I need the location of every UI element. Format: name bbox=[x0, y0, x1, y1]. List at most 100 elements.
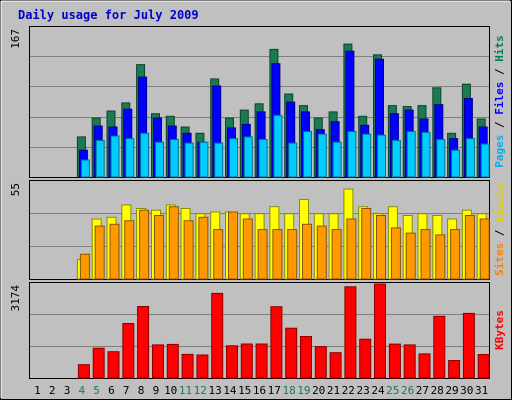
series-label-hits-files-pages: Pages / Files / Hits bbox=[493, 35, 506, 168]
bar-pages-day-29 bbox=[451, 149, 461, 178]
bar-kbytes-day-12 bbox=[196, 354, 209, 379]
bar-pages-day-17 bbox=[273, 114, 283, 178]
x-tick-label: 12 bbox=[194, 384, 207, 397]
bar-sites-day-21 bbox=[331, 229, 342, 280]
bar-sites-day-31 bbox=[479, 218, 490, 280]
series-label-part: / bbox=[493, 115, 506, 135]
series-label-part: Visits bbox=[493, 183, 506, 223]
bar-sites-day-22 bbox=[346, 218, 357, 280]
bar-pages-day-18 bbox=[288, 142, 298, 178]
series-label-part: Pages bbox=[493, 135, 506, 168]
y-max-label: 167 bbox=[9, 29, 22, 49]
series-label-kbytes: KBytes bbox=[493, 310, 506, 350]
bar-kbytes-day-22 bbox=[344, 286, 357, 379]
x-tick-label: 5 bbox=[93, 384, 100, 397]
bar-sites-day-14 bbox=[228, 211, 238, 280]
bar-kbytes-day-5 bbox=[92, 347, 105, 379]
bar-sites-day-27 bbox=[420, 229, 431, 280]
bar-sites-day-7 bbox=[124, 220, 135, 280]
x-tick-label: 19 bbox=[297, 384, 310, 397]
bar-kbytes-day-9 bbox=[152, 344, 164, 379]
bar-pages-day-31 bbox=[480, 143, 490, 178]
bar-sites-day-20 bbox=[316, 225, 327, 280]
bar-kbytes-day-23 bbox=[359, 338, 372, 379]
bar-sites-day-25 bbox=[390, 227, 401, 280]
x-tick-label: 14 bbox=[223, 384, 237, 397]
x-tick-label: 18 bbox=[282, 384, 295, 397]
x-tick-label: 10 bbox=[164, 384, 177, 397]
bar-kbytes-day-7 bbox=[122, 323, 135, 379]
y-max-label: 3174 bbox=[9, 285, 22, 312]
bar-kbytes-day-27 bbox=[418, 353, 431, 379]
bar-pages-day-7 bbox=[125, 138, 135, 178]
bar-sites-day-24 bbox=[376, 215, 386, 280]
bar-pages-day-15 bbox=[243, 136, 253, 178]
x-tick-label: 16 bbox=[253, 384, 266, 397]
series-label-part: Hits bbox=[493, 35, 506, 62]
chart-panels: 167 Pages / Files / Hits 55 Sites / Visits 3… bbox=[9, 26, 506, 379]
x-axis-labels: 1 2 3 4 5 6 7 8 9 10 11 12 13 14 15 16 17 18 19 20 21 22 23 24 2… bbox=[34, 384, 488, 397]
x-tick-label: 3 bbox=[64, 384, 71, 397]
bar-pages-day-6 bbox=[110, 135, 120, 178]
bar-kbytes-day-14 bbox=[226, 345, 238, 379]
bar-kbytes-day-21 bbox=[329, 352, 342, 379]
bar-kbytes-day-15 bbox=[240, 343, 253, 379]
bar-pages-day-30 bbox=[465, 138, 475, 178]
x-tick-label: 2 bbox=[49, 384, 56, 397]
bar-sites-day-5 bbox=[94, 225, 105, 280]
bar-pages-day-24 bbox=[377, 134, 386, 178]
series-label-visits-sites: Sites / Visits bbox=[493, 183, 506, 276]
series-label-part: KBytes bbox=[493, 310, 506, 350]
series-label-part: Sites bbox=[493, 243, 506, 276]
bar-pages-day-14 bbox=[229, 138, 238, 178]
bar-sites-day-26 bbox=[405, 232, 416, 280]
x-tick-label: 7 bbox=[123, 384, 130, 397]
bar-pages-day-11 bbox=[184, 142, 194, 178]
bar-kbytes-day-30 bbox=[462, 312, 475, 379]
bar-pages-day-21 bbox=[332, 141, 342, 178]
bar-kbytes-day-13 bbox=[211, 292, 224, 379]
x-tick-label: 6 bbox=[108, 384, 115, 397]
x-tick-label: 30 bbox=[460, 384, 473, 397]
bar-kbytes-day-18 bbox=[285, 327, 298, 379]
bar-kbytes-day-24 bbox=[374, 283, 386, 379]
bar-pages-day-12 bbox=[199, 141, 209, 178]
bar-pages-day-25 bbox=[391, 139, 401, 178]
x-tick-label: 22 bbox=[342, 384, 355, 397]
x-tick-label: 15 bbox=[238, 384, 251, 397]
bar-pages-day-23 bbox=[362, 133, 372, 178]
bar-sites-day-19 bbox=[302, 223, 312, 280]
x-tick-label: 29 bbox=[445, 384, 458, 397]
series-label-part: Files bbox=[493, 82, 506, 115]
bar-pages-day-8 bbox=[140, 132, 150, 178]
bar-kbytes-day-11 bbox=[181, 353, 194, 379]
x-tick-label: 26 bbox=[401, 384, 414, 397]
x-tick-label: 24 bbox=[371, 384, 385, 397]
bar-kbytes-day-20 bbox=[314, 346, 327, 379]
bar-pages-day-20 bbox=[317, 133, 327, 178]
bar-pages-day-26 bbox=[406, 131, 416, 178]
bar-sites-day-18 bbox=[287, 229, 298, 280]
bar-pages-day-13 bbox=[214, 142, 224, 178]
bar-kbytes-day-6 bbox=[107, 351, 120, 379]
bar-sites-day-8 bbox=[139, 209, 150, 280]
bar-sites-day-15 bbox=[242, 218, 253, 280]
bar-kbytes-day-28 bbox=[433, 315, 446, 379]
bar-pages-day-28 bbox=[436, 139, 446, 178]
x-tick-label: 1 bbox=[34, 384, 41, 397]
bar-pages-day-5 bbox=[95, 139, 105, 178]
bar-sites-day-11 bbox=[183, 220, 194, 280]
bar-pages-day-22 bbox=[347, 131, 357, 178]
bar-pages-day-10 bbox=[169, 139, 179, 178]
x-tick-label: 28 bbox=[431, 384, 444, 397]
bar-sites-day-28 bbox=[435, 234, 446, 280]
series-label-part: / bbox=[493, 223, 506, 243]
bar-sites-day-29 bbox=[450, 229, 461, 280]
x-tick-label: 11 bbox=[179, 384, 192, 397]
bar-sites-day-6 bbox=[109, 223, 120, 280]
x-tick-label: 17 bbox=[268, 384, 281, 397]
bar-kbytes-day-26 bbox=[403, 344, 416, 379]
x-tick-label: 31 bbox=[475, 384, 488, 397]
bar-sites-day-9 bbox=[154, 215, 164, 280]
bar-kbytes-day-29 bbox=[448, 360, 461, 379]
